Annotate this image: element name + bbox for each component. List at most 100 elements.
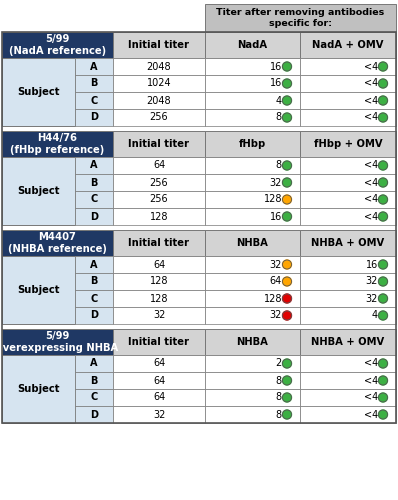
Text: NHBA + OMV: NHBA + OMV (311, 337, 384, 347)
Circle shape (283, 277, 291, 286)
Text: A: A (90, 358, 98, 368)
Bar (113, 75, 205, 92)
Text: Initial titer: Initial titer (129, 40, 189, 50)
Circle shape (283, 161, 291, 170)
Text: NHBA: NHBA (236, 238, 268, 248)
Text: 256: 256 (150, 178, 168, 188)
Text: C: C (90, 294, 98, 304)
Bar (300, 290, 396, 307)
Bar (300, 355, 396, 372)
Circle shape (283, 212, 291, 221)
Bar (205, 290, 300, 307)
Bar (75, 157, 113, 174)
Circle shape (283, 376, 291, 385)
Circle shape (283, 96, 291, 105)
Bar (205, 4, 396, 32)
Text: 16: 16 (270, 212, 282, 222)
Text: 128: 128 (150, 294, 168, 304)
Text: H44/76
(fHbp reference): H44/76 (fHbp reference) (10, 133, 105, 155)
Bar (300, 157, 396, 174)
Text: D: D (90, 212, 98, 222)
Circle shape (378, 260, 388, 269)
Text: D: D (90, 410, 98, 420)
Text: <4: <4 (364, 376, 378, 386)
Bar (300, 208, 396, 225)
Text: A: A (90, 160, 98, 170)
Circle shape (378, 359, 388, 368)
Bar (300, 329, 396, 355)
Text: <4: <4 (364, 212, 378, 222)
Circle shape (283, 410, 291, 419)
Text: D: D (90, 112, 98, 122)
Bar (113, 307, 205, 324)
Bar (75, 355, 113, 372)
Text: <4: <4 (364, 392, 378, 402)
Text: Subject: Subject (17, 87, 60, 97)
Bar (300, 32, 396, 58)
Circle shape (283, 311, 291, 320)
Circle shape (378, 96, 388, 105)
Circle shape (378, 212, 388, 221)
Text: 128: 128 (263, 194, 282, 204)
Bar (300, 256, 396, 273)
Bar (113, 389, 205, 406)
Text: 16: 16 (366, 260, 378, 270)
Text: 64: 64 (153, 160, 165, 170)
Bar (300, 406, 396, 423)
Text: D: D (90, 310, 98, 320)
Circle shape (378, 62, 388, 71)
Text: 1024: 1024 (147, 78, 171, 88)
Circle shape (378, 113, 388, 122)
Circle shape (378, 311, 388, 320)
Text: 2048: 2048 (147, 96, 171, 106)
Bar (113, 191, 205, 208)
Bar (2, 329, 113, 355)
Bar (113, 92, 205, 109)
Circle shape (283, 359, 291, 368)
Bar (205, 92, 300, 109)
Bar (2, 256, 75, 324)
Bar (75, 174, 113, 191)
Bar (2, 32, 396, 423)
Text: Titer after removing antibodies
specific for:: Titer after removing antibodies specific… (217, 8, 384, 28)
Text: A: A (90, 260, 98, 270)
Text: NHBA: NHBA (236, 337, 268, 347)
Text: 64: 64 (153, 358, 165, 368)
Text: B: B (90, 376, 98, 386)
Bar (113, 329, 205, 355)
Bar (75, 389, 113, 406)
Bar (75, 406, 113, 423)
Text: <4: <4 (364, 62, 378, 72)
Bar (2, 157, 75, 225)
Text: C: C (90, 96, 98, 106)
Bar (113, 208, 205, 225)
Bar (113, 32, 205, 58)
Bar (300, 109, 396, 126)
Bar (205, 32, 300, 58)
Text: 32: 32 (153, 410, 165, 420)
Bar (300, 273, 396, 290)
Text: 16: 16 (270, 78, 282, 88)
Circle shape (283, 79, 291, 88)
Bar (2, 230, 113, 256)
Text: 32: 32 (153, 310, 165, 320)
Bar (205, 355, 300, 372)
Bar (75, 58, 113, 75)
Text: Initial titer: Initial titer (129, 238, 189, 248)
Text: B: B (90, 276, 98, 286)
Text: C: C (90, 392, 98, 402)
Text: 64: 64 (153, 376, 165, 386)
Text: <4: <4 (364, 194, 378, 204)
Circle shape (283, 393, 291, 402)
Text: 64: 64 (153, 260, 165, 270)
Bar (205, 58, 300, 75)
Text: NadA + OMV: NadA + OMV (312, 40, 384, 50)
Bar (205, 191, 300, 208)
Text: 8: 8 (276, 160, 282, 170)
Bar (113, 58, 205, 75)
Bar (300, 230, 396, 256)
Text: <4: <4 (364, 112, 378, 122)
Circle shape (283, 62, 291, 71)
Bar (300, 372, 396, 389)
Text: 8: 8 (276, 376, 282, 386)
